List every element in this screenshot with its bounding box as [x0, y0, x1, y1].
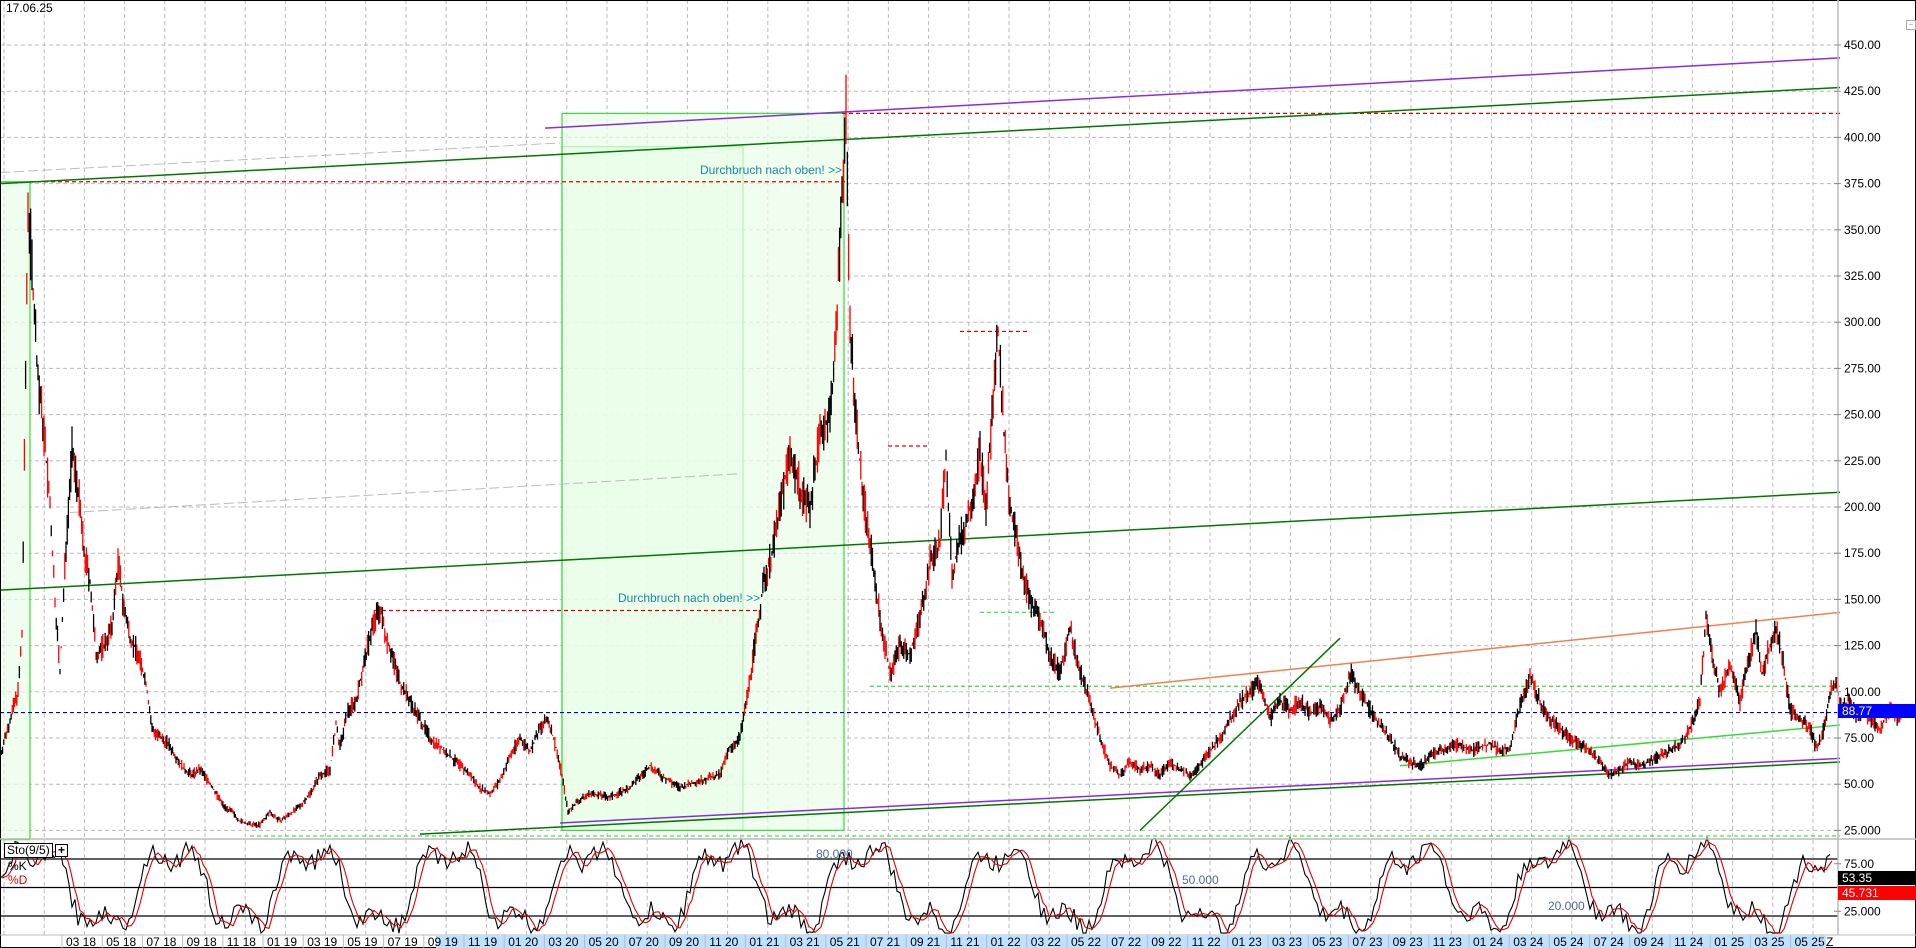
sto-level-50: 50.000	[1182, 873, 1219, 887]
sto-k-badge: 53.35	[1838, 871, 1916, 885]
svg-text:350.00: 350.00	[1844, 223, 1881, 237]
svg-text:05 23: 05 23	[1312, 935, 1342, 948]
svg-text:05 19: 05 19	[347, 935, 377, 948]
svg-text:325.00: 325.00	[1844, 269, 1881, 283]
svg-text:75.00: 75.00	[1844, 731, 1874, 745]
indicator-name[interactable]: Sto(9/5)	[4, 843, 53, 858]
svg-text:01 19: 01 19	[267, 935, 297, 948]
svg-text:225.00: 225.00	[1844, 454, 1881, 468]
svg-text:07 24: 07 24	[1594, 935, 1624, 948]
breakout-annotation-top: Durchbruch nach oben! >>	[700, 163, 842, 177]
svg-text:07 22: 07 22	[1111, 935, 1141, 948]
svg-text:450.00: 450.00	[1844, 38, 1881, 52]
svg-text:05 20: 05 20	[589, 935, 619, 948]
svg-text:03 22: 03 22	[1031, 935, 1061, 948]
sto-d-label: %D	[8, 873, 28, 887]
svg-text:01 21: 01 21	[749, 935, 779, 948]
svg-text:05 18: 05 18	[106, 935, 136, 948]
svg-text:01 23: 01 23	[1232, 935, 1262, 948]
stochastic-panel	[0, 836, 1838, 935]
svg-text:11 23: 11 23	[1433, 935, 1462, 948]
svg-text:07 21: 07 21	[870, 935, 900, 948]
sto-level-80: 80.000	[816, 847, 853, 861]
svg-text:01 20: 01 20	[508, 935, 538, 948]
add-indicator-button[interactable]: +	[55, 844, 68, 857]
svg-text:01 24: 01 24	[1473, 935, 1503, 948]
svg-text:05 25: 05 25	[1795, 935, 1825, 948]
last-price-badge: 88.77	[1838, 704, 1916, 718]
svg-text:05 22: 05 22	[1071, 935, 1101, 948]
svg-text:09 20: 09 20	[669, 935, 699, 948]
svg-text:50.00: 50.00	[1844, 777, 1874, 791]
svg-text:25.000: 25.000	[1844, 904, 1881, 918]
sto-level-20: 20.000	[1548, 899, 1585, 913]
svg-text:03 20: 03 20	[548, 935, 578, 948]
svg-text:07 20: 07 20	[629, 935, 659, 948]
svg-text:250.00: 250.00	[1844, 408, 1881, 422]
svg-text:09 24: 09 24	[1634, 935, 1664, 948]
svg-text:09 19: 09 19	[428, 935, 458, 948]
breakout-annotation-mid: Durchbruch nach oben! >>	[618, 591, 760, 605]
svg-text:03 23: 03 23	[1272, 935, 1302, 948]
svg-text:11 20: 11 20	[709, 935, 738, 948]
collapse-icon[interactable]: −	[1906, 20, 1916, 30]
svg-text:150.00: 150.00	[1844, 592, 1881, 606]
svg-text:11 19: 11 19	[468, 935, 497, 948]
svg-text:07 19: 07 19	[388, 935, 418, 948]
svg-text:05 21: 05 21	[830, 935, 860, 948]
trendlines	[0, 57, 1841, 835]
svg-text:Z: Z	[1826, 935, 1833, 948]
svg-text:11 21: 11 21	[950, 935, 979, 948]
svg-text:175.00: 175.00	[1844, 546, 1881, 560]
svg-text:300.00: 300.00	[1844, 315, 1881, 329]
svg-text:425.00: 425.00	[1844, 84, 1881, 98]
svg-text:03 21: 03 21	[790, 935, 820, 948]
svg-text:11 18: 11 18	[227, 935, 256, 948]
svg-text:01 25: 01 25	[1714, 935, 1744, 948]
svg-text:125.00: 125.00	[1844, 639, 1881, 653]
chart-date: 17.06.25	[6, 1, 53, 15]
svg-text:09 22: 09 22	[1151, 935, 1181, 948]
svg-text:09 18: 09 18	[187, 935, 217, 948]
price-series	[0, 74, 1902, 829]
svg-text:03 18: 03 18	[66, 935, 96, 948]
svg-text:400.00: 400.00	[1844, 130, 1881, 144]
svg-text:75.00: 75.00	[1844, 857, 1874, 871]
svg-text:25.000: 25.000	[1844, 823, 1881, 837]
svg-text:375.00: 375.00	[1844, 177, 1881, 191]
svg-text:05 24: 05 24	[1553, 935, 1583, 948]
svg-text:11 24: 11 24	[1674, 935, 1703, 948]
svg-text:100.00: 100.00	[1844, 685, 1881, 699]
svg-text:200.00: 200.00	[1844, 500, 1881, 514]
svg-text:01 22: 01 22	[991, 935, 1021, 948]
sto-k-label: %K	[8, 859, 27, 873]
svg-text:07 18: 07 18	[146, 935, 176, 948]
svg-text:11 22: 11 22	[1192, 935, 1221, 948]
svg-text:03 24: 03 24	[1513, 935, 1543, 948]
svg-text:07 23: 07 23	[1352, 935, 1382, 948]
svg-text:03 19: 03 19	[307, 935, 337, 948]
sto-d-badge: 45.731	[1838, 886, 1916, 900]
svg-text:09 21: 09 21	[910, 935, 940, 948]
svg-text:09 23: 09 23	[1393, 935, 1423, 948]
svg-text:275.00: 275.00	[1844, 361, 1881, 375]
svg-text:03 25: 03 25	[1754, 935, 1784, 948]
